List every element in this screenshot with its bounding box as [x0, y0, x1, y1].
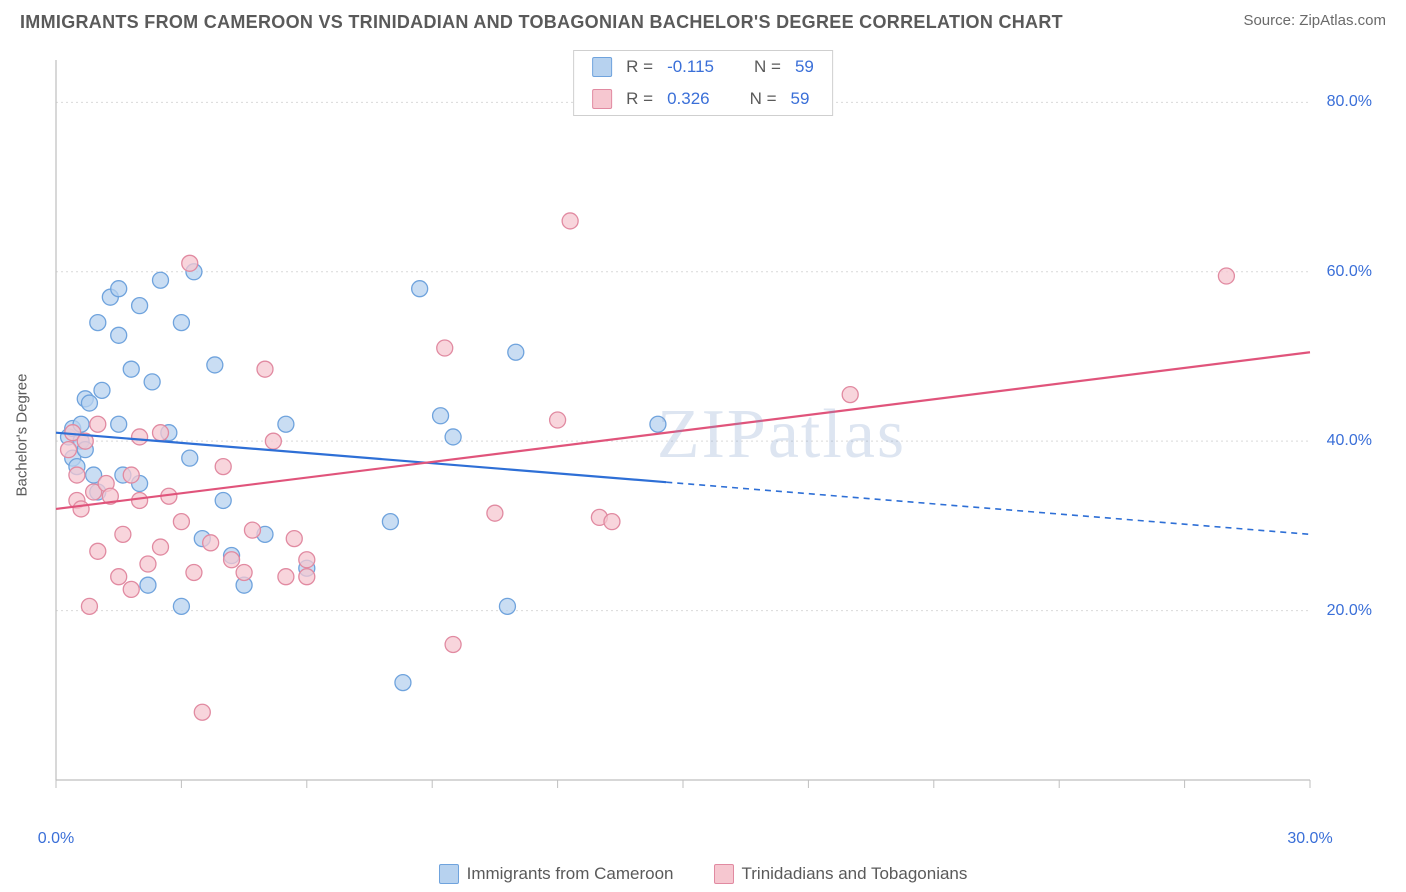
legend-label: Immigrants from Cameroon	[467, 864, 674, 884]
data-point-trinidad	[90, 543, 106, 559]
stat-swatch	[592, 89, 612, 109]
data-point-trinidad	[236, 564, 252, 580]
data-point-cameroon	[412, 281, 428, 297]
stat-n-label: N =	[750, 89, 777, 109]
data-point-trinidad	[186, 564, 202, 580]
data-point-trinidad	[132, 492, 148, 508]
data-point-trinidad	[61, 442, 77, 458]
stat-r-label: R =	[626, 57, 653, 77]
scatter-plot	[50, 50, 1380, 820]
data-point-cameroon	[111, 416, 127, 432]
data-point-cameroon	[144, 374, 160, 390]
data-point-cameroon	[207, 357, 223, 373]
trendline-extrap-cameroon	[666, 482, 1310, 534]
data-point-cameroon	[395, 675, 411, 691]
stat-swatch	[592, 57, 612, 77]
data-point-trinidad	[487, 505, 503, 521]
stat-r-label: R =	[626, 89, 653, 109]
chart-title: IMMIGRANTS FROM CAMEROON VS TRINIDADIAN …	[20, 12, 1063, 33]
legend-swatch	[439, 864, 459, 884]
data-point-trinidad	[111, 569, 127, 585]
trendline-cameroon	[56, 433, 666, 482]
data-point-cameroon	[278, 416, 294, 432]
data-point-trinidad	[215, 459, 231, 475]
data-point-cameroon	[508, 344, 524, 360]
data-point-trinidad	[299, 569, 315, 585]
data-point-cameroon	[215, 492, 231, 508]
data-point-trinidad	[153, 425, 169, 441]
data-point-trinidad	[842, 387, 858, 403]
stat-legend: R = -0.115 N = 59 R = 0.326 N = 59	[573, 50, 833, 116]
x-tick-label: 30.0%	[1287, 830, 1332, 848]
data-point-trinidad	[244, 522, 260, 538]
stat-row-cameroon: R = -0.115 N = 59	[574, 51, 832, 83]
data-point-trinidad	[299, 552, 315, 568]
data-point-trinidad	[562, 213, 578, 229]
data-point-trinidad	[445, 636, 461, 652]
chart-area: Bachelor's Degree ZIPatlas 20.0%40.0%60.…	[50, 50, 1380, 820]
x-tick-label: 0.0%	[38, 830, 74, 848]
data-point-trinidad	[194, 704, 210, 720]
data-point-trinidad	[173, 514, 189, 530]
data-point-cameroon	[433, 408, 449, 424]
data-point-trinidad	[140, 556, 156, 572]
y-tick-label: 60.0%	[1327, 263, 1372, 281]
data-point-cameroon	[182, 450, 198, 466]
data-point-trinidad	[203, 535, 219, 551]
data-point-cameroon	[132, 298, 148, 314]
data-point-trinidad	[115, 526, 131, 542]
y-tick-label: 40.0%	[1327, 432, 1372, 450]
data-point-cameroon	[153, 272, 169, 288]
data-point-trinidad	[90, 416, 106, 432]
stat-n-label: N =	[754, 57, 781, 77]
stat-r-value: -0.115	[667, 57, 714, 77]
data-point-cameroon	[382, 514, 398, 530]
data-point-trinidad	[1218, 268, 1234, 284]
data-point-trinidad	[286, 531, 302, 547]
y-tick-label: 80.0%	[1327, 93, 1372, 111]
data-point-trinidad	[550, 412, 566, 428]
stat-row-trinidad: R = 0.326 N = 59	[574, 83, 832, 115]
data-point-trinidad	[604, 514, 620, 530]
y-tick-label: 20.0%	[1327, 602, 1372, 620]
legend-item-cameroon: Immigrants from Cameroon	[439, 864, 674, 884]
data-point-trinidad	[257, 361, 273, 377]
data-point-cameroon	[81, 395, 97, 411]
data-point-cameroon	[94, 382, 110, 398]
legend-label: Trinidadians and Tobagonians	[742, 864, 968, 884]
data-point-trinidad	[123, 581, 139, 597]
bottom-legend: Immigrants from Cameroon Trinidadians and…	[0, 864, 1406, 884]
data-point-cameroon	[111, 281, 127, 297]
data-point-trinidad	[265, 433, 281, 449]
trendline-trinidad	[56, 352, 1310, 509]
data-point-trinidad	[81, 598, 97, 614]
data-point-cameroon	[111, 327, 127, 343]
data-point-trinidad	[153, 539, 169, 555]
chart-header: IMMIGRANTS FROM CAMEROON VS TRINIDADIAN …	[0, 0, 1406, 37]
stat-r-value: 0.326	[667, 89, 710, 109]
data-point-cameroon	[140, 577, 156, 593]
data-point-cameroon	[499, 598, 515, 614]
data-point-trinidad	[278, 569, 294, 585]
data-point-trinidad	[224, 552, 240, 568]
data-point-cameroon	[173, 315, 189, 331]
data-point-trinidad	[132, 429, 148, 445]
data-point-cameroon	[123, 361, 139, 377]
data-point-trinidad	[73, 501, 89, 517]
legend-swatch	[714, 864, 734, 884]
data-point-cameroon	[173, 598, 189, 614]
legend-item-trinidad: Trinidadians and Tobagonians	[714, 864, 968, 884]
stat-n-value: 59	[795, 57, 814, 77]
stat-n-value: 59	[791, 89, 810, 109]
data-point-trinidad	[437, 340, 453, 356]
y-axis-label: Bachelor's Degree	[14, 374, 31, 497]
data-point-trinidad	[69, 467, 85, 483]
data-point-cameroon	[650, 416, 666, 432]
data-point-trinidad	[182, 255, 198, 271]
chart-source: Source: ZipAtlas.com	[1243, 12, 1386, 29]
data-point-cameroon	[445, 429, 461, 445]
data-point-cameroon	[90, 315, 106, 331]
data-point-trinidad	[123, 467, 139, 483]
